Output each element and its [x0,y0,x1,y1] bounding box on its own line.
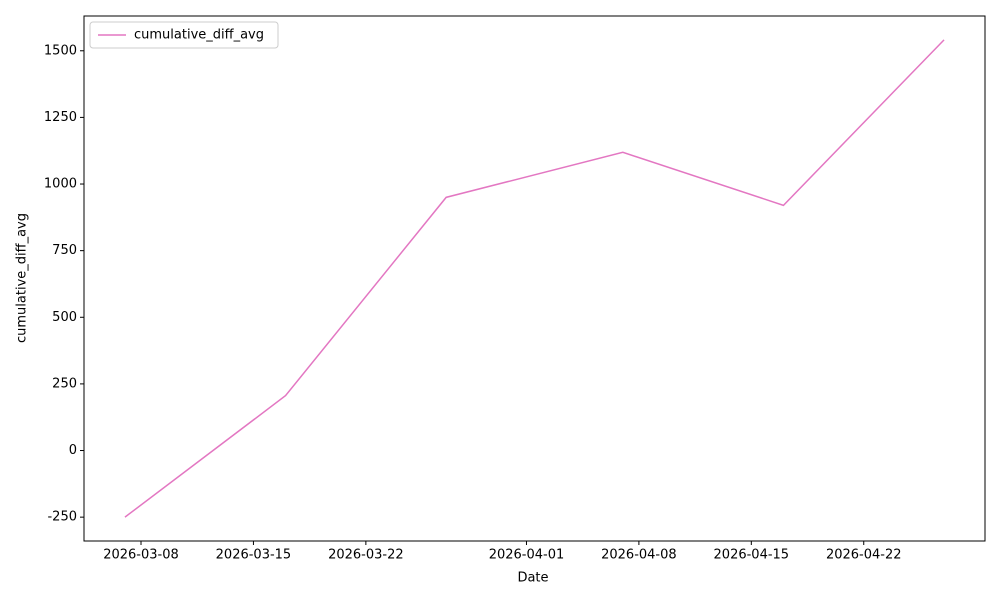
y-tick-label: 1000 [44,177,77,192]
plot-frame [83,15,986,542]
data-line [124,39,945,518]
y-tick-label: 250 [52,376,77,391]
y-tick-label: 1250 [44,110,77,125]
y-tick-label: 750 [52,243,77,258]
x-tick-label: 2026-04-15 [714,548,790,563]
legend-box [89,21,279,49]
y-tick-label: 500 [52,310,77,325]
x-tick-label: 2026-04-08 [601,548,677,563]
x-tick-label: 2026-03-22 [328,548,404,563]
y-tick-label: -250 [47,510,77,525]
legend-label: cumulative_diff_avg [134,28,264,43]
x-tick-label: 2026-04-01 [489,548,565,563]
x-tick-label: 2026-04-22 [826,548,902,563]
y-tick-label: 0 [69,443,77,458]
y-axis-label: cumulative_diff_avg [15,213,30,343]
x-axis-label: Date [517,571,548,586]
y-tick-label: 1500 [44,43,77,58]
x-tick-label: 2026-03-08 [103,548,179,563]
x-tick-label: 2026-03-15 [216,548,292,563]
